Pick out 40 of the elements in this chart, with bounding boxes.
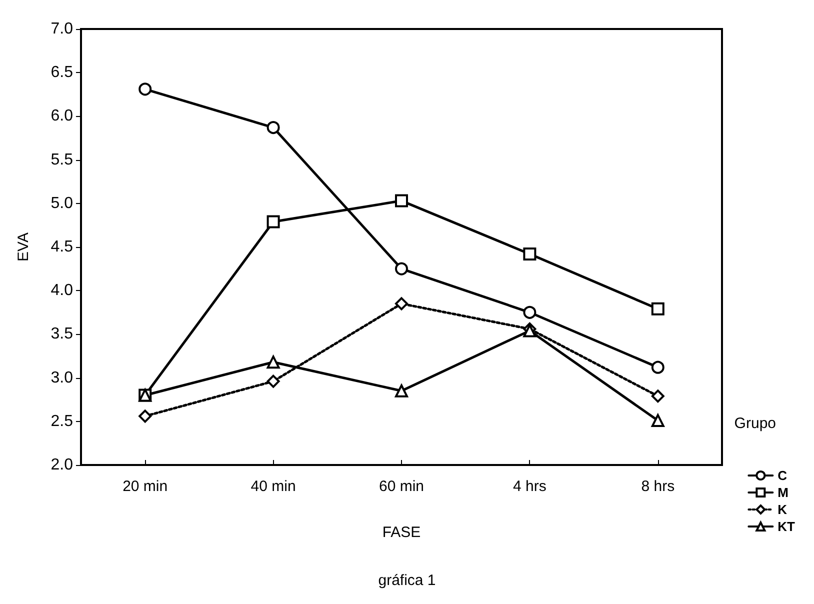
y-tick-label: 4.5 <box>50 238 74 256</box>
x-tick-label: 4 hrs <box>513 478 546 495</box>
point <box>523 306 536 319</box>
point <box>138 410 152 423</box>
legend-label: KT <box>778 519 796 534</box>
y-tick-label: 5.0 <box>50 194 74 212</box>
legend-label: K <box>778 502 788 517</box>
y-tick-label: 4.0 <box>50 282 74 300</box>
x-tick-label: 60 min <box>378 478 424 495</box>
legend-label: M <box>778 485 789 500</box>
point <box>395 297 408 310</box>
y-tick-label: 6.0 <box>50 108 74 125</box>
y-tick-label: 3.5 <box>50 326 74 343</box>
point <box>395 384 408 398</box>
y-axis-title: EVA <box>15 232 32 262</box>
y-tick-label: 5.5 <box>50 151 74 168</box>
point <box>266 374 280 388</box>
x-tick-label: 20 min <box>122 478 168 495</box>
point <box>138 82 152 96</box>
x-tick-label: 8 hrs <box>641 478 675 495</box>
legend-title: Grupo <box>734 415 776 432</box>
x-axis-title: FASE <box>382 524 421 541</box>
point <box>651 302 664 316</box>
point <box>395 194 408 208</box>
y-tick-label: 2.5 <box>50 412 74 430</box>
point <box>395 262 408 276</box>
point <box>651 360 664 374</box>
point <box>266 215 280 228</box>
point <box>266 356 280 369</box>
y-tick-label: 6.5 <box>50 64 74 82</box>
text: gráfica 1 <box>378 572 436 589</box>
y-tick-label: 2.0 <box>50 456 74 474</box>
legend-label: C <box>778 468 788 483</box>
point <box>651 390 664 403</box>
x-tick-label: 40 min <box>250 478 296 495</box>
point <box>651 414 664 428</box>
y-tick-label: 7.0 <box>50 20 74 38</box>
point <box>266 121 280 134</box>
point <box>523 247 536 260</box>
y-tick-label: 3.0 <box>50 369 74 386</box>
